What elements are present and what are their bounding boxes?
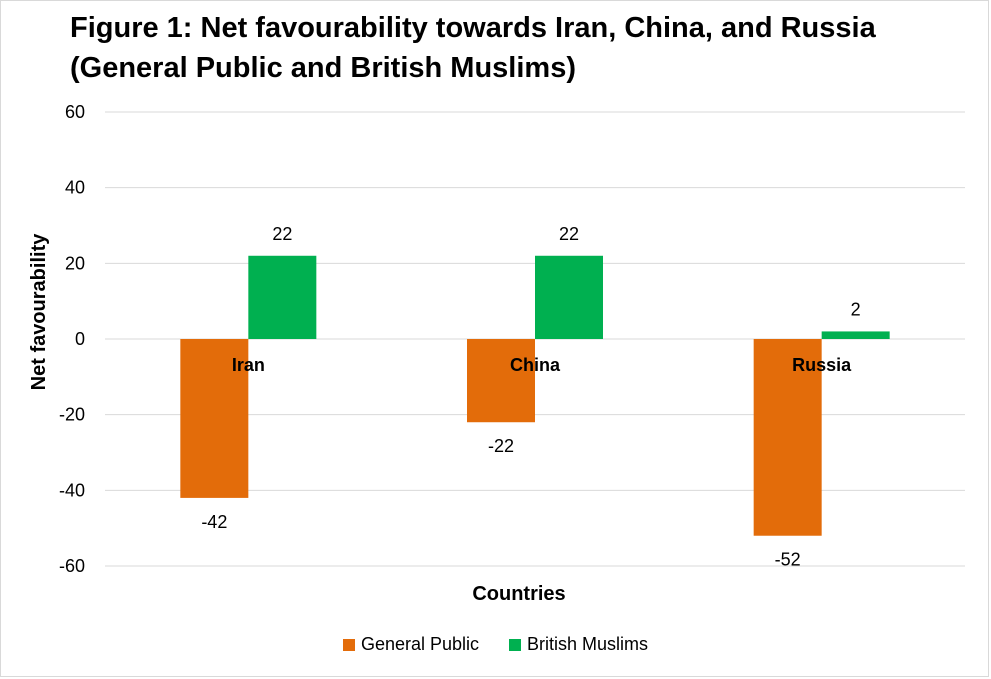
y-tick-label: 0	[75, 329, 85, 349]
legend-item-british-muslims: British Muslims	[509, 634, 648, 655]
bars	[180, 255, 890, 536]
legend-item-general-public: General Public	[342, 634, 480, 655]
data-label-general-public-russia: -52	[775, 550, 801, 570]
y-axis-title: Net favourability	[28, 233, 50, 391]
category-labels: Iran China Russia	[232, 355, 852, 375]
y-tick-label: -40	[59, 480, 85, 500]
data-label-general-public-china: -22	[488, 436, 514, 456]
y-tick-label: 60	[65, 102, 85, 122]
y-axis-ticks: 60 40 20 0 -20 -40 -60	[59, 102, 85, 576]
data-labels: -42 22 -22 22 -52 2	[201, 224, 860, 570]
legend-label-general-public: General Public	[360, 634, 480, 654]
y-tick-label: 40	[65, 178, 85, 198]
category-label-russia: Russia	[792, 355, 852, 375]
bar-british-muslims-china	[535, 255, 603, 339]
y-tick-label: -20	[59, 405, 85, 425]
data-label-british-muslims-china: 22	[559, 224, 579, 244]
bar-british-muslims-russia	[821, 331, 890, 339]
bar-british-muslims-iran	[248, 255, 317, 339]
bar-general-public-china	[467, 339, 535, 423]
data-label-british-muslims-russia: 2	[851, 299, 861, 319]
legend-label-british-muslims: British Muslims	[527, 634, 649, 654]
category-label-china: China	[510, 355, 561, 375]
chart-title: Figure 1: Net favourability towards Iran…	[70, 12, 876, 84]
data-label-british-muslims-iran: 22	[272, 224, 292, 244]
category-label-iran: Iran	[232, 355, 265, 375]
y-tick-label: 20	[65, 253, 85, 273]
legend: General Public British Muslims	[0, 634, 991, 655]
x-axis-title: Countries	[472, 583, 565, 605]
data-label-general-public-iran: -42	[201, 512, 227, 532]
bar-general-public-iran	[180, 339, 249, 498]
legend-swatch-british-muslims	[509, 638, 522, 651]
bar-general-public-russia	[753, 339, 822, 536]
y-tick-label: -60	[59, 556, 85, 576]
legend-swatch-general-public	[342, 638, 355, 651]
